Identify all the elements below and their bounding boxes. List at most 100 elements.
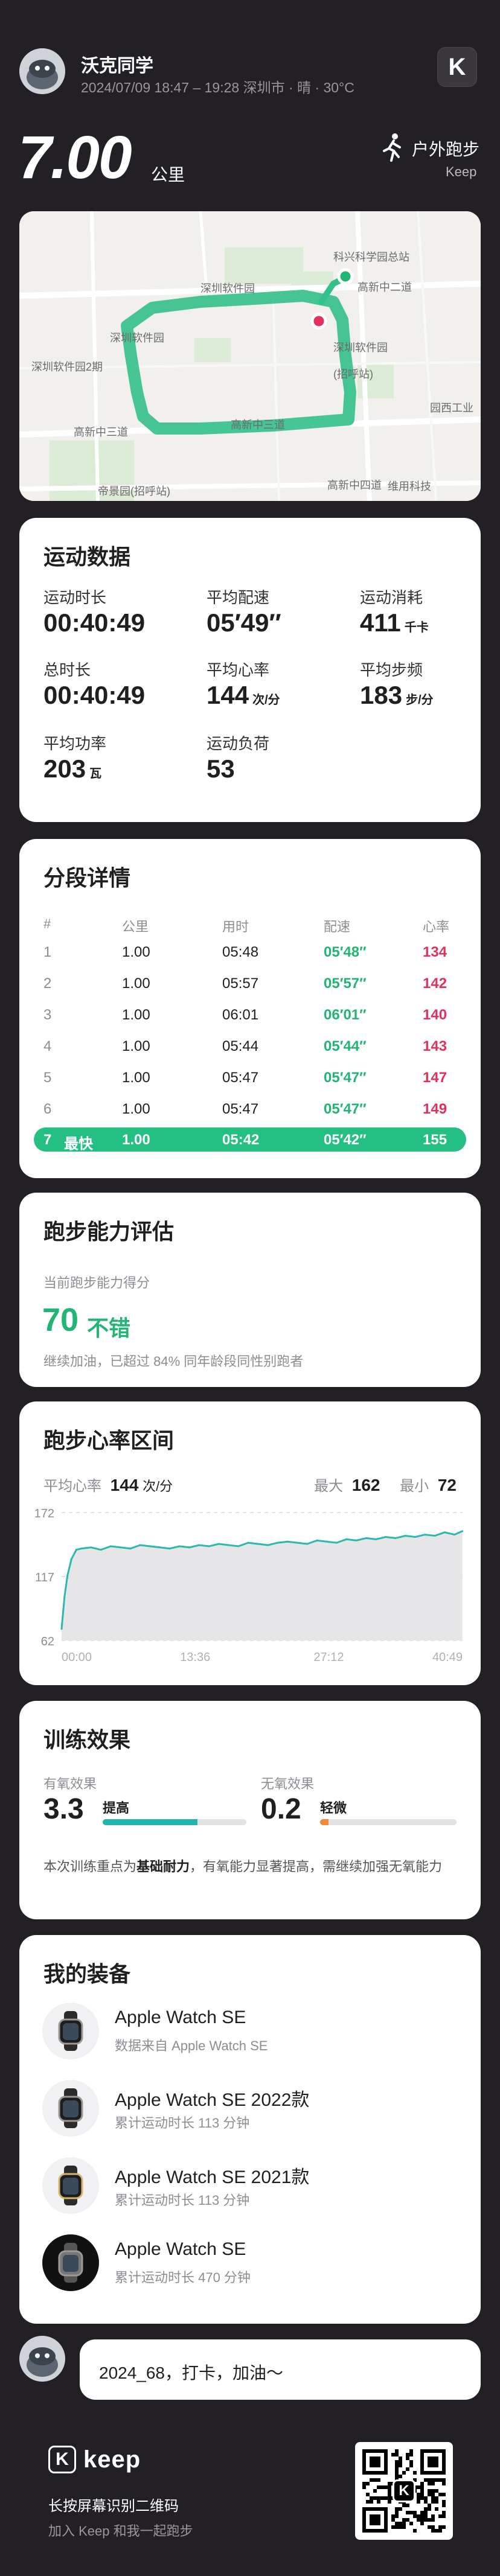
y-tick-label: 172: [34, 1507, 54, 1520]
heart-rate-point: [178, 1545, 181, 1548]
heart-max-min: 最大 162 最小 72: [314, 1476, 457, 1494]
distance-value: 7.00: [18, 124, 132, 191]
heart-rate-point: [168, 1548, 171, 1550]
heart-rate-point: [247, 1541, 249, 1544]
stat-value: 203 瓦: [43, 754, 102, 783]
heart-rate-point: [63, 1595, 66, 1598]
stat-value: 411 千卡: [360, 608, 429, 637]
heart-rate-area: [62, 1531, 463, 1640]
route-line: [121, 290, 356, 435]
username[interactable]: 沃克同学: [81, 56, 153, 76]
x-tick-label: 13:36: [180, 1651, 210, 1664]
stat-label: 平均配速: [207, 588, 270, 607]
anaerobic-bar: [320, 1819, 457, 1825]
y-tick-label: 117: [35, 1571, 54, 1584]
watch-icon: [42, 2003, 99, 2059]
ability-grade: 不错: [87, 1316, 131, 1341]
map-label: 高新中三道: [231, 419, 285, 431]
map-label: 高新中二道: [357, 281, 412, 293]
gear-item[interactable]: Apple Watch SE 数据来自 Apple Watch SE: [19, 1998, 481, 2064]
heart-rate-point: [198, 1544, 200, 1546]
heart-rate-point: [277, 1541, 279, 1544]
heart-avg: 平均心率 144 次/分: [43, 1476, 173, 1494]
heart-rate-point: [139, 1544, 141, 1546]
heart-rate-point: [434, 1535, 436, 1537]
split-row[interactable]: 6 1.00 05:47 05′47″ 149: [43, 1101, 447, 1117]
heart-rate-point: [443, 1531, 446, 1534]
map-label: 深圳软件园: [333, 342, 388, 354]
heart-rate-point: [217, 1543, 220, 1545]
ability-desc: 继续加油，已超过 84% 同年龄段同性别跑者: [43, 1354, 304, 1369]
scan-text: 长按屏幕识别二维码: [48, 2498, 179, 2514]
comment-bubble[interactable]: 2024_68，打卡，加油～: [80, 2339, 481, 2400]
join-text: 加入 Keep 和我一起跑步: [48, 2523, 193, 2539]
end-point-icon: [310, 313, 327, 330]
heart-rate-point: [109, 1545, 112, 1548]
heart-rate-point: [394, 1537, 397, 1539]
heart-rate-point: [120, 1546, 122, 1549]
heart-title: 跑步心率区间: [43, 1428, 175, 1453]
split-row[interactable]: 2 1.00 05:57 05′57″ 142: [43, 975, 447, 992]
heart-rate-point: [461, 1530, 464, 1532]
training-title: 训练效果: [43, 1727, 131, 1752]
qr-code[interactable]: K: [355, 2442, 453, 2540]
keep-logo: K keep: [48, 2446, 141, 2473]
stat-label: 平均功率: [43, 735, 107, 753]
heart-rate-point: [257, 1543, 259, 1545]
splits-card[interactable]: 分段详情 # 公里 用时 配速 心率 1 1.00 05:48 05′48″ 134 2 1…: [19, 839, 481, 1178]
gear-card: 我的装备 Apple Watch SE 数据来自 Apple Watch SE …: [19, 1935, 481, 2324]
keep-app-badge[interactable]: K: [437, 47, 477, 87]
gear-item[interactable]: Apple Watch SE 2022款 累计运动时长 113 分钟: [19, 2075, 481, 2141]
aerobic-bar: [103, 1819, 246, 1825]
split-row[interactable]: 1 1.00 05:48 05′48″ 134: [43, 944, 447, 960]
heart-rate-card[interactable]: 跑步心率区间 平均心率 144 次/分 最大 162 最小 72 172 117 6…: [19, 1401, 481, 1685]
aerobic-bar-fill: [103, 1819, 198, 1825]
heart-rate-point: [296, 1541, 298, 1544]
stat-label: 平均步频: [360, 661, 423, 679]
heart-rate-chart: 172 117 62 00:00 13:36 27:12 40:49: [34, 1507, 464, 1664]
gear-item[interactable]: Apple Watch SE 2021款 累计运动时长 113 分钟: [19, 2152, 481, 2219]
fastest-split-row[interactable]: 7 最快 1.00 05:42 05′42″ 155: [34, 1127, 466, 1152]
anaerobic-value: 0.2: [261, 1793, 301, 1825]
heart-rate-point: [325, 1540, 328, 1543]
heart-rate-point: [75, 1549, 77, 1551]
watch-icon: [42, 2157, 99, 2214]
map-label: 维用科技: [388, 480, 431, 493]
split-row[interactable]: 3 1.00 06:01 06′01″ 140: [43, 1007, 447, 1023]
map-label: (招呼站): [333, 368, 373, 380]
training-card[interactable]: 训练效果 有氧效果 3.3 提高 无氧效果 0.2 轻微 本次训练重点为基础耐力…: [19, 1701, 481, 1919]
map-label: 科兴科学园总站: [333, 251, 409, 263]
user-avatar[interactable]: [19, 48, 65, 94]
split-row[interactable]: 4 1.00 05:44 05′44″ 143: [43, 1038, 447, 1054]
anaerobic-label: 无氧效果: [261, 1776, 315, 1791]
route-map[interactable]: 科兴科学园总站 高新中二道 深圳软件园 深圳软件园 深圳软件园2期 深圳软件园 …: [19, 211, 481, 501]
heart-rate-point: [316, 1539, 318, 1541]
heart-rate-point: [149, 1545, 151, 1548]
heart-rate-point: [454, 1534, 456, 1536]
x-tick-label: 40:49: [432, 1651, 463, 1664]
watch-icon: [42, 2080, 99, 2137]
heart-rate-point: [159, 1546, 161, 1549]
heart-rate-point: [404, 1535, 406, 1537]
start-point-icon: [337, 268, 354, 285]
aerobic-level: 提高: [103, 1800, 130, 1816]
stat-label: 运动负荷: [207, 735, 270, 753]
comment-avatar[interactable]: [19, 2336, 65, 2382]
heart-rate-point: [375, 1538, 377, 1540]
heart-rate-point: [66, 1574, 69, 1577]
heart-rate-point: [129, 1548, 132, 1550]
heart-rate-point: [414, 1535, 417, 1538]
split-row[interactable]: 5 1.00 05:47 05′47″ 147: [43, 1070, 447, 1086]
stat-label: 运动消耗: [360, 588, 423, 607]
map-label: 园西工业: [430, 402, 473, 414]
stat-value: 144 次/分: [207, 681, 280, 709]
map-label: 帝景园(招呼站): [98, 485, 170, 497]
ability-card[interactable]: 跑步能力评估 当前跑步能力得分 70 不错 继续加油，已超过 84% 同年龄段同…: [19, 1193, 481, 1387]
heart-rate-point: [355, 1539, 357, 1541]
heart-rate-point: [237, 1545, 240, 1548]
ability-score: 70: [42, 1302, 79, 1338]
heart-rate-point: [385, 1535, 387, 1538]
gear-item[interactable]: Apple Watch SE 累计运动时长 470 分钟: [19, 2230, 481, 2296]
ability-title: 跑步能力评估: [43, 1219, 175, 1244]
distance-unit: 公里: [151, 165, 185, 184]
